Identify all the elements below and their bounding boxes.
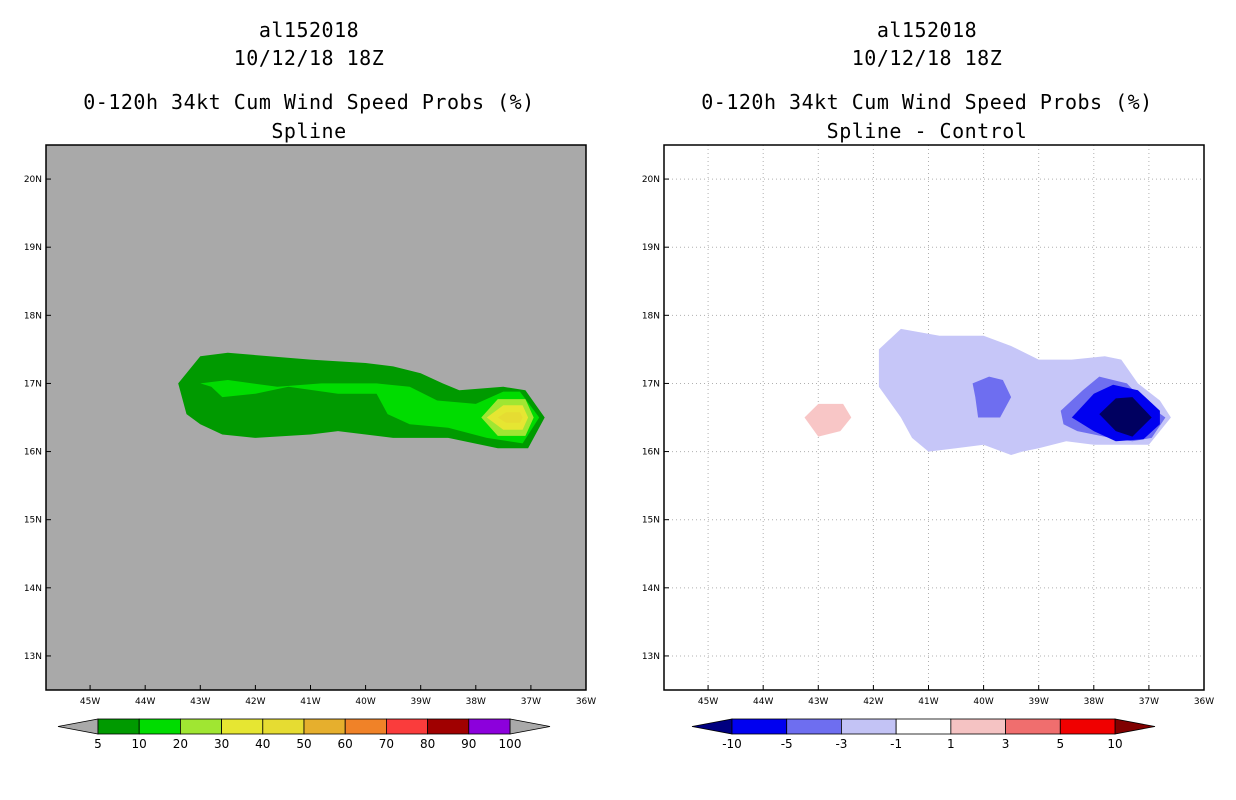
- y-tick-label: 18N: [24, 311, 42, 321]
- colorbar-label: 90: [461, 737, 476, 751]
- method-title: Spline: [271, 119, 347, 143]
- right-panel: al152018 10/12/18 18Z 0-120h 34kt Cum Wi…: [618, 0, 1236, 800]
- colorbar-swatch: [427, 718, 470, 735]
- colorbar-swatch: [221, 718, 264, 735]
- x-tick-label: 40W: [973, 697, 993, 707]
- contour-10-20: [200, 380, 540, 444]
- colorbar-label: 40: [255, 737, 270, 751]
- x-tick-label: 45W: [698, 697, 718, 707]
- y-tick-label: 19N: [24, 243, 42, 253]
- y-tick-label: 16N: [642, 448, 660, 458]
- colorbar-label: -1: [890, 737, 902, 751]
- colorbar-label: -5: [781, 737, 793, 751]
- x-tick-label: 39W: [1029, 697, 1049, 707]
- y-tick-label: 14N: [642, 584, 660, 594]
- x-tick-label: 41W: [918, 697, 938, 707]
- y-tick-label: 14N: [24, 584, 42, 594]
- x-tick-label: 39W: [411, 697, 431, 707]
- contour-40-50: [497, 412, 523, 423]
- contour--5-to-3: [972, 376, 1012, 418]
- x-tick-label: 43W: [808, 697, 828, 707]
- colorbar-label: 60: [338, 737, 353, 751]
- colorbar-over-arrow: [509, 718, 551, 735]
- x-tick-label: 41W: [300, 697, 320, 707]
- x-tick-label: 38W: [466, 697, 486, 707]
- colorbar-label: 80: [420, 737, 435, 751]
- colorbar-label: 100: [499, 737, 522, 751]
- colorbar-swatch: [950, 718, 1006, 735]
- product-title: 0-120h 34kt Cum Wind Speed Probs (%): [701, 90, 1153, 114]
- x-tick-label: 40W: [355, 697, 375, 707]
- date-title: 10/12/18 18Z: [233, 46, 385, 70]
- y-tick-label: 20N: [642, 175, 660, 185]
- product-title: 0-120h 34kt Cum Wind Speed Probs (%): [83, 90, 535, 114]
- colorbar-label: 30: [214, 737, 229, 751]
- colorbar-label: 70: [379, 737, 394, 751]
- colorbar-swatch: [731, 718, 788, 735]
- x-tick-label: 42W: [245, 697, 265, 707]
- difference-map: 13N 14N 15N 16N 17N 18N 19N 20N 45W 44W 43W 42W 41W 4…: [642, 144, 1214, 751]
- y-tick-label: 16N: [24, 448, 42, 458]
- colorbar-swatch: [385, 718, 428, 735]
- colorbar-label: 3: [1002, 737, 1010, 751]
- colorbar-under-arrow: [57, 718, 99, 735]
- colorbar-label: 10: [132, 737, 147, 751]
- x-tick-label: 38W: [1084, 697, 1104, 707]
- x-tick-label: 37W: [521, 697, 541, 707]
- plot-frame: [45, 144, 587, 691]
- colorbar-label: 10: [1107, 737, 1122, 751]
- colorbar-label: 5: [94, 737, 102, 751]
- x-tick-label: 37W: [1139, 697, 1159, 707]
- colorbar-swatch: [262, 718, 305, 735]
- colorbar-swatch: [786, 718, 842, 735]
- y-tick-label: 18N: [642, 311, 660, 321]
- x-tick-label: 36W: [576, 697, 596, 707]
- colorbar-swatch: [97, 718, 140, 735]
- y-tick-label: 17N: [24, 379, 42, 389]
- colorbar-over-arrow: [1114, 718, 1156, 735]
- colorbar-swatch: [344, 718, 387, 735]
- date-title: 10/12/18 18Z: [851, 46, 1003, 70]
- colorbar-swatch: [1059, 718, 1116, 735]
- x-tick-label: 45W: [80, 697, 100, 707]
- colorbar-swatch: [138, 718, 181, 735]
- x-tick-label: 42W: [863, 697, 883, 707]
- colorbar-label: -10: [722, 737, 742, 751]
- colorbar-label: 1: [947, 737, 955, 751]
- y-tick-label: 15N: [24, 516, 42, 526]
- colorbar-label: 50: [296, 737, 311, 751]
- colorbar-swatch: [303, 718, 346, 735]
- x-tick-label: 43W: [190, 697, 210, 707]
- contour--10: [1099, 397, 1152, 437]
- colorbar-label: -3: [835, 737, 847, 751]
- storm-id-title: al152018: [876, 18, 978, 42]
- y-tick-label: 20N: [24, 175, 42, 185]
- colorbar-swatch: [1005, 718, 1061, 735]
- colorbar-swatch: [841, 718, 897, 735]
- left-panel: al152018 10/12/18 18Z 0-120h 34kt Cum Wi…: [24, 18, 596, 751]
- y-tick-label: 19N: [642, 243, 660, 253]
- x-tick-label: 44W: [753, 697, 773, 707]
- y-tick-label: 17N: [642, 379, 660, 389]
- colorbar-label: 20: [173, 737, 188, 751]
- colorbar-swatch: [179, 718, 222, 735]
- y-tick-label: 13N: [642, 652, 660, 662]
- colorbar-label: 5: [1056, 737, 1064, 751]
- x-tick-label: 36W: [1194, 697, 1214, 707]
- plot-frame: [663, 144, 1205, 691]
- method-title: Spline - Control: [826, 119, 1028, 143]
- x-tick-label: 44W: [135, 697, 155, 707]
- colorbar-swatch: [468, 718, 511, 735]
- y-tick-label: 15N: [642, 516, 660, 526]
- colorbar-under-arrow: [691, 718, 733, 735]
- probability-map: 13N 14N 15N 16N 17N 18N 19N 20N 45W 44W 43W 42W 41W 4…: [24, 144, 596, 751]
- contour-1-3: [804, 403, 852, 437]
- colorbar-swatch: [895, 718, 952, 735]
- y-tick-label: 13N: [24, 652, 42, 662]
- storm-id-title: al152018: [258, 18, 360, 42]
